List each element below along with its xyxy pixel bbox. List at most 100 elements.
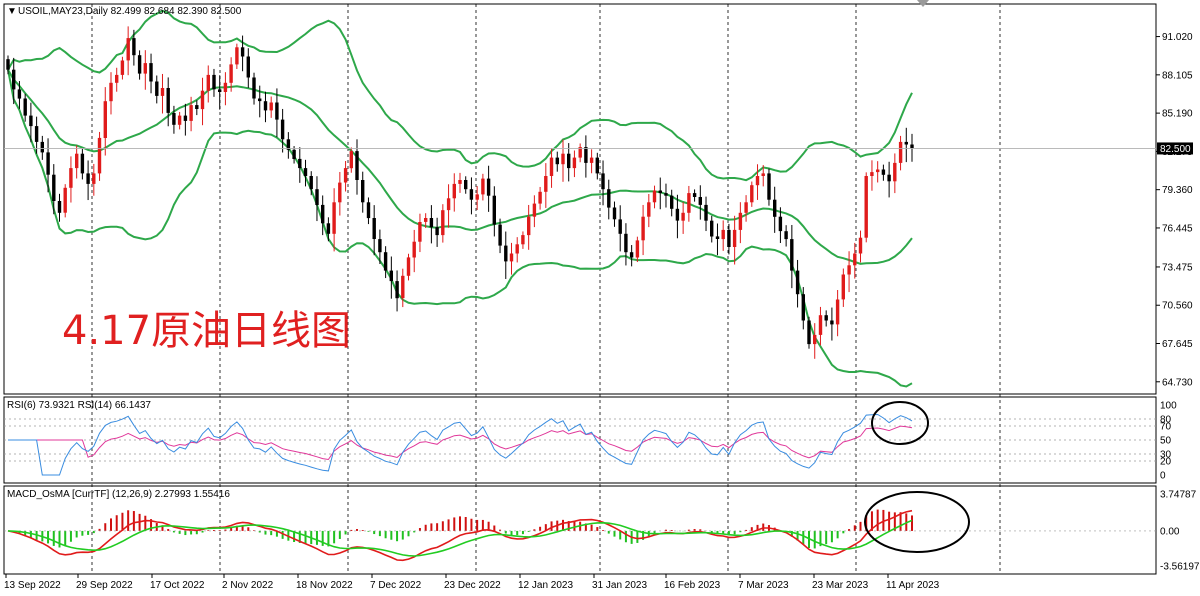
price-tick-label: 70.560 xyxy=(1162,301,1193,312)
candle-body xyxy=(687,193,691,213)
candle-body xyxy=(887,174,891,182)
rsi-tick-label: 50 xyxy=(1160,436,1172,447)
candle-body xyxy=(509,253,514,262)
candle-body xyxy=(607,189,611,208)
rsi-tick-label: 100 xyxy=(1160,401,1177,412)
candle-body xyxy=(681,212,685,221)
bollinger-bands xyxy=(7,9,913,388)
last-price-label: 82.500 xyxy=(1160,144,1191,155)
candle-body xyxy=(835,299,840,325)
candle-body xyxy=(561,153,565,165)
candle-body xyxy=(269,102,273,111)
candle-body xyxy=(481,178,485,195)
candle-body xyxy=(372,218,376,239)
candle-body xyxy=(315,189,319,205)
candle-body xyxy=(298,158,302,169)
macd-annotation-circle xyxy=(864,491,970,553)
candle-body xyxy=(801,294,805,321)
candle-body xyxy=(761,173,765,176)
candle-body xyxy=(126,38,130,61)
candle-body xyxy=(75,153,79,169)
rsi-tick-label: 80 xyxy=(1160,415,1172,426)
bollinger-upper xyxy=(7,9,913,182)
candle-body xyxy=(137,55,142,74)
candle-body xyxy=(63,187,67,213)
date-label: 18 Nov 2022 xyxy=(296,580,353,591)
candle-body xyxy=(86,173,90,184)
menu-triangle-icon[interactable]: ▼ xyxy=(7,6,17,17)
candle-body xyxy=(635,240,640,258)
bollinger-lower xyxy=(7,69,913,388)
macd-tick-label: 0.00 xyxy=(1160,526,1180,537)
date-label: 31 Jan 2023 xyxy=(592,580,647,591)
candle-body xyxy=(629,252,634,258)
candle-body xyxy=(784,231,788,240)
price-tick-label: 76.445 xyxy=(1162,223,1193,234)
candle-body xyxy=(29,115,33,127)
candle-body xyxy=(589,157,594,163)
candle-body xyxy=(46,152,50,175)
candle-body xyxy=(12,69,16,90)
price-tick-label: 91.020 xyxy=(1162,32,1193,43)
candle-body xyxy=(675,208,680,221)
candle-body xyxy=(584,147,588,163)
candle-body xyxy=(424,218,428,222)
candle-body xyxy=(870,172,874,176)
candle-body xyxy=(721,229,725,240)
price-tick-label: 85.190 xyxy=(1162,109,1193,120)
candle-body xyxy=(206,74,210,91)
candle-body xyxy=(532,203,537,217)
candle-body xyxy=(275,102,279,120)
rsi-annotation-circle xyxy=(871,401,929,445)
candle-body xyxy=(464,180,468,190)
candle-body xyxy=(652,190,657,203)
candle-body xyxy=(97,137,102,174)
candle-body xyxy=(475,194,479,200)
candle-body xyxy=(200,90,205,110)
date-label: 7 Mar 2023 xyxy=(738,580,789,591)
rsi-header: RSI(6) 73.9321 RSI(14) 66.1437 xyxy=(7,400,151,411)
candle-body xyxy=(486,178,491,196)
candle-body xyxy=(498,224,502,246)
candle-body xyxy=(841,274,845,300)
candle-body xyxy=(115,74,119,83)
candle-body xyxy=(361,180,365,203)
candle-body xyxy=(132,38,136,56)
candle-body xyxy=(195,105,199,109)
candle-body xyxy=(612,207,617,220)
macd-header: MACD_OsMA [CurrTF] (12,26,9) 2.27993 1.5… xyxy=(7,489,230,500)
candle-body xyxy=(567,153,571,169)
candle-body xyxy=(366,202,371,219)
candle-body xyxy=(166,88,170,113)
candle-body xyxy=(389,270,393,282)
candle-body xyxy=(406,257,411,276)
candle-body xyxy=(303,168,308,176)
candle-body xyxy=(292,149,296,159)
candle-body xyxy=(69,168,73,188)
candle-body xyxy=(343,168,348,183)
candle-body xyxy=(876,169,880,173)
rsi-tick-label: 30 xyxy=(1160,450,1172,461)
candle-body xyxy=(572,157,577,169)
overlay-title: 4.17原油日线图 xyxy=(62,308,351,354)
candle-body xyxy=(183,115,188,121)
candle-body xyxy=(910,144,914,149)
candle-body xyxy=(778,216,783,232)
candle-body xyxy=(773,199,777,217)
candle-body xyxy=(80,153,85,174)
candle-body xyxy=(92,173,96,184)
candle-body xyxy=(710,220,714,237)
candle-body xyxy=(383,252,388,271)
candle-body xyxy=(218,89,222,92)
candle-body xyxy=(790,239,794,271)
chart-shift-icon[interactable] xyxy=(917,0,929,7)
price-tick-label: 67.645 xyxy=(1162,339,1193,350)
candle-body xyxy=(441,210,445,236)
candle-body xyxy=(23,98,27,116)
candle-body xyxy=(223,82,228,92)
candle-body xyxy=(767,173,771,200)
candle-body xyxy=(235,47,239,65)
candle-body xyxy=(664,193,668,196)
candle-body xyxy=(189,105,193,121)
